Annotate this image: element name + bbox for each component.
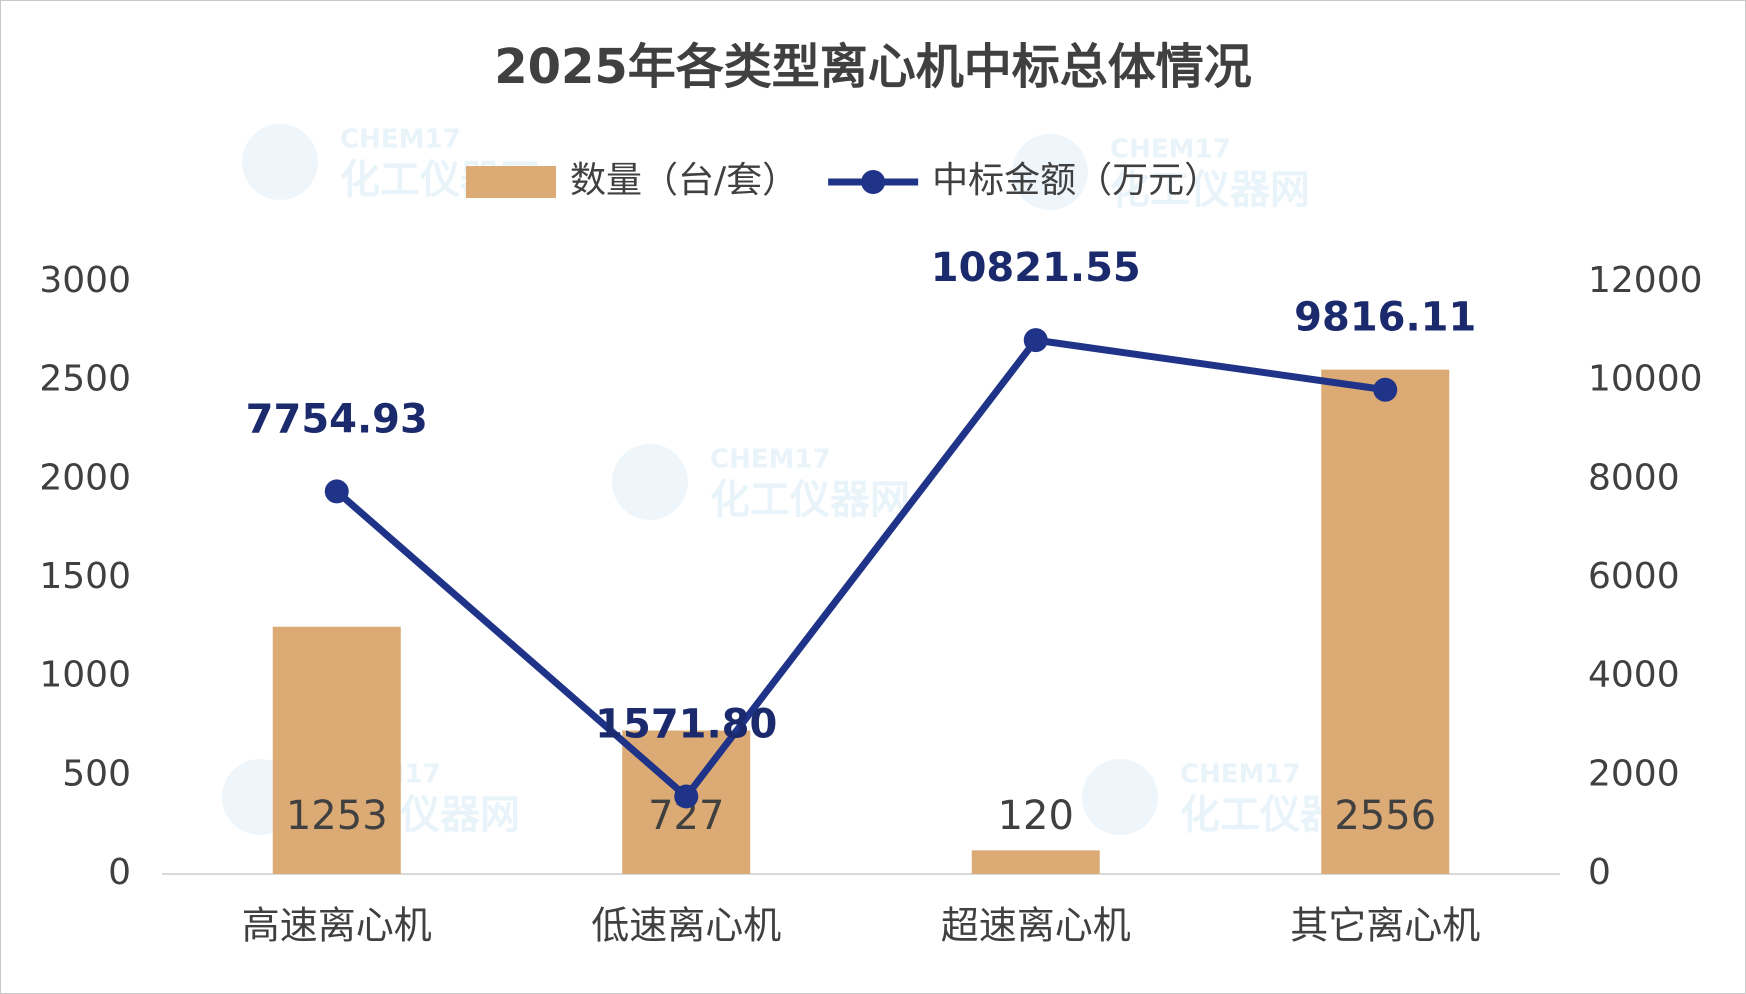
line-point	[1373, 377, 1398, 402]
watermark-logo	[1082, 759, 1158, 835]
y2-tick-label: 4000	[1588, 655, 1680, 696]
y-tick-label: 1500	[39, 556, 131, 597]
bar-value-label: 120	[998, 793, 1074, 839]
line	[334, 336, 1386, 800]
bar	[272, 626, 401, 874]
x-tick-label: 超速离心机	[941, 904, 1131, 948]
y-tick-label: 1000	[39, 655, 131, 696]
watermark: 化工仪器网	[710, 477, 910, 523]
y2-tick-label: 0	[1588, 852, 1611, 893]
y-tick-label: 2500	[39, 359, 131, 400]
watermark: 化工仪器网	[1110, 167, 1310, 213]
x-tick-label: 其它离心机	[1290, 904, 1480, 948]
chart-title: 2025年各类型离心机中标总体情况	[494, 39, 1252, 95]
watermark: CHEM17	[1180, 760, 1301, 790]
line-value-label: 10821.55	[931, 245, 1141, 291]
watermark-logo	[1012, 134, 1088, 210]
x-tick-label: 低速离心机	[591, 904, 781, 948]
line-value-label: 1571.80	[595, 701, 777, 747]
legend-swatch	[466, 166, 556, 198]
legend-label: 中标金额（万元）	[932, 160, 1220, 201]
line-point	[1023, 328, 1048, 353]
bar-value-label: 2556	[1334, 793, 1436, 839]
watermark: CHEM17	[1110, 135, 1231, 165]
line-value-label: 7754.93	[246, 396, 428, 442]
line-value-label: 9816.11	[1294, 295, 1476, 341]
watermark: CHEM17	[340, 125, 461, 155]
bar-value-label: 1253	[286, 793, 388, 839]
legend-label: 数量（台/套）	[570, 160, 798, 201]
line-point	[324, 479, 349, 504]
y-tick-label: 0	[108, 852, 131, 893]
line-point	[674, 784, 699, 809]
y2-tick-label: 8000	[1588, 457, 1680, 498]
watermark-logo	[612, 444, 688, 520]
y2-tick-label: 6000	[1588, 556, 1680, 597]
y-tick-label: 3000	[39, 260, 131, 301]
y-tick-label: 500	[62, 753, 131, 794]
watermark: CHEM17	[710, 445, 831, 475]
y-tick-label: 2000	[39, 457, 131, 498]
y2-tick-label: 2000	[1588, 753, 1680, 794]
watermark-logo	[242, 124, 318, 200]
x-tick-label: 高速离心机	[242, 904, 432, 948]
bar	[1321, 369, 1450, 874]
y2-tick-label: 12000	[1588, 260, 1703, 301]
y2-tick-label: 10000	[1588, 359, 1703, 400]
bar	[971, 850, 1100, 874]
legend-swatch	[861, 170, 886, 194]
